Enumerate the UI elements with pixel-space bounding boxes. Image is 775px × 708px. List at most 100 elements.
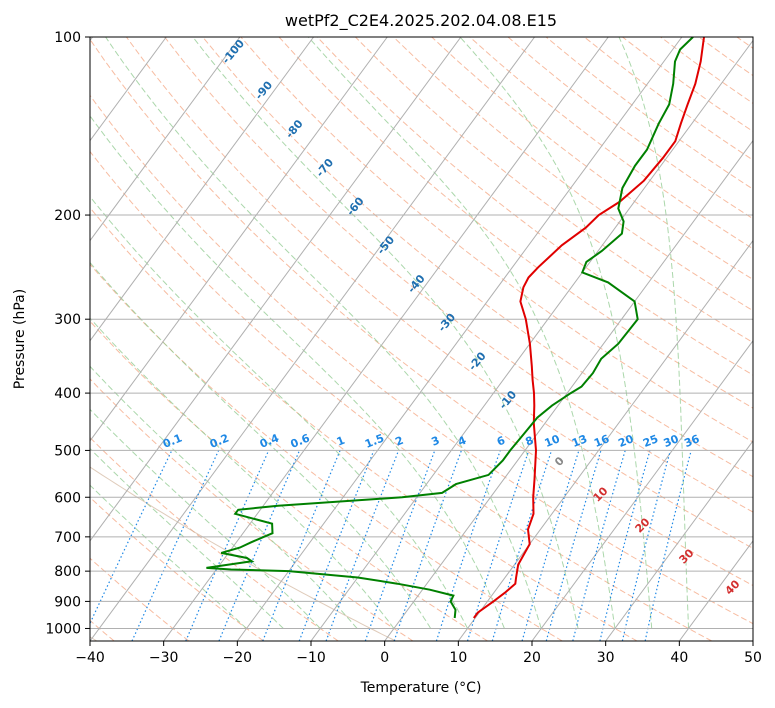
dry-adiabat-line	[90, 557, 190, 641]
moist-adiabat-line	[90, 484, 247, 629]
moist-adiabat-label: -50	[374, 233, 397, 257]
isotherm-line	[163, 37, 609, 641]
x-tick-label: 30	[597, 650, 615, 666]
y-tick-label: 800	[54, 564, 81, 580]
y-tick-label: 500	[54, 443, 81, 459]
moist-adiabat-line	[459, 37, 653, 629]
mixing-ratio-label: 10	[543, 432, 562, 450]
isotherm-line	[90, 37, 315, 342]
x-tick-label: 50	[744, 650, 762, 666]
moist-adiabat-line	[618, 37, 690, 629]
isotherm-line	[605, 440, 753, 641]
y-tick-label: 1000	[45, 621, 81, 637]
isotherm-line	[90, 37, 167, 142]
mixing-ratio-label: 3	[430, 434, 442, 449]
dry-adiabat-label: 0	[552, 454, 567, 469]
temperature-line	[472, 37, 705, 619]
dry-adiabat-line	[431, 37, 753, 281]
dry-adiabat-line	[355, 37, 753, 344]
isotherm-line	[457, 239, 753, 641]
mixing-ratio-label: 0.4	[258, 431, 281, 450]
y-axis-label: Pressure (hPa)	[12, 289, 28, 389]
isotherm-line	[90, 37, 241, 242]
x-tick-label: −20	[223, 650, 253, 666]
moist-adiabat-line	[90, 115, 505, 629]
dry-adiabat-line	[545, 37, 753, 190]
mixing-ratio-line	[298, 450, 375, 641]
mixing-ratio-label: 2	[393, 434, 405, 449]
x-tick-label: −40	[75, 650, 105, 666]
dry-adiabat-label: 20	[633, 515, 653, 535]
dry-adiabat-line	[90, 496, 264, 641]
x-tick-label: 0	[380, 650, 389, 666]
dry-adiabat-line	[90, 320, 488, 641]
mixing-ratio-label: 20	[616, 432, 635, 450]
dry-adiabat-line	[90, 378, 414, 641]
y-tick-label: 600	[54, 490, 81, 506]
moist-adiabat-line	[307, 37, 616, 629]
isotherm-line	[310, 39, 753, 641]
mixing-ratio-label: 6	[495, 434, 507, 449]
moist-adiabat-line	[90, 447, 284, 629]
mixing-ratio-line	[491, 450, 553, 641]
mixing-ratio-line	[325, 450, 400, 641]
moist-adiabat-label: -10	[496, 388, 519, 412]
mixing-ratio-label: 25	[641, 432, 660, 450]
reference-curve-line	[90, 466, 396, 641]
mixing-ratio-label: 4	[456, 434, 468, 449]
moist-adiabat-line	[90, 261, 432, 629]
dry-adiabat-line	[507, 37, 753, 220]
mixing-ratio-line	[599, 450, 651, 641]
y-tick-label: 700	[54, 530, 81, 546]
moist-adiabat-label: -100	[219, 37, 247, 67]
mixing-ratio-label: 1.5	[363, 431, 386, 450]
mixing-ratio-line	[545, 450, 602, 641]
isotherm-line	[90, 37, 536, 641]
x-tick-label: 10	[449, 650, 467, 666]
moist-adiabat-label: -30	[435, 311, 458, 335]
moist-adiabat-label: -90	[252, 78, 275, 102]
series-layer	[206, 37, 705, 619]
x-tick-label: 20	[523, 650, 541, 666]
mixing-ratio-label: 16	[592, 432, 611, 450]
dewpoint-line	[206, 37, 694, 619]
isotherm-line	[90, 37, 388, 442]
dry-adiabat-line	[90, 263, 563, 641]
dry-adiabat-line	[240, 37, 753, 443]
moist-adiabat-label: -80	[283, 117, 306, 141]
mixing-ratio-line	[621, 450, 671, 641]
y-tick-label: 300	[54, 312, 81, 328]
mixing-ratio-label: 13	[570, 432, 589, 450]
inline-labels: 0.1 0.2 0.4 0.6 1 1.5 2 3 4 6 8 10 13 16 20 25 30 36-100-…	[161, 37, 743, 598]
isotherm-line	[236, 37, 683, 641]
x-tick-label: −10	[296, 650, 326, 666]
isotherm-line	[531, 339, 753, 641]
dry-adiabat-line	[278, 37, 753, 409]
mixing-ratio-line	[262, 450, 341, 641]
isotherm-line	[384, 139, 753, 641]
moist-adiabat-line	[192, 37, 579, 629]
mixing-ratio-label: 1	[335, 434, 347, 449]
mixing-ratio-line	[644, 450, 692, 641]
dry-adiabat-line	[164, 37, 753, 513]
mixing-ratio-line	[435, 450, 501, 641]
mixing-ratio-line	[185, 450, 270, 641]
dry-adiabat-line	[736, 37, 753, 49]
moist-adiabat-label: -70	[313, 156, 336, 180]
mixing-ratio-line	[521, 450, 580, 641]
moist-adiabat-line	[90, 195, 469, 629]
mixing-ratio-label: 8	[524, 434, 536, 449]
plot-frame	[89, 36, 754, 642]
mixing-ratio-line	[90, 450, 173, 625]
dry-adiabat-label: 30	[677, 546, 697, 566]
dry-adiabat-line	[90, 38, 753, 587]
y-tick-label: 400	[54, 386, 81, 402]
dry-adiabat-line	[622, 37, 753, 133]
mixing-ratio-label: 0.6	[289, 431, 312, 450]
mixing-ratio-label: 36	[682, 432, 701, 450]
mixing-ratio-line	[364, 450, 436, 641]
x-axis-label: Temperature (°C)	[360, 680, 482, 696]
mixing-ratio-line	[572, 450, 626, 641]
mixing-ratio-line	[393, 450, 462, 641]
